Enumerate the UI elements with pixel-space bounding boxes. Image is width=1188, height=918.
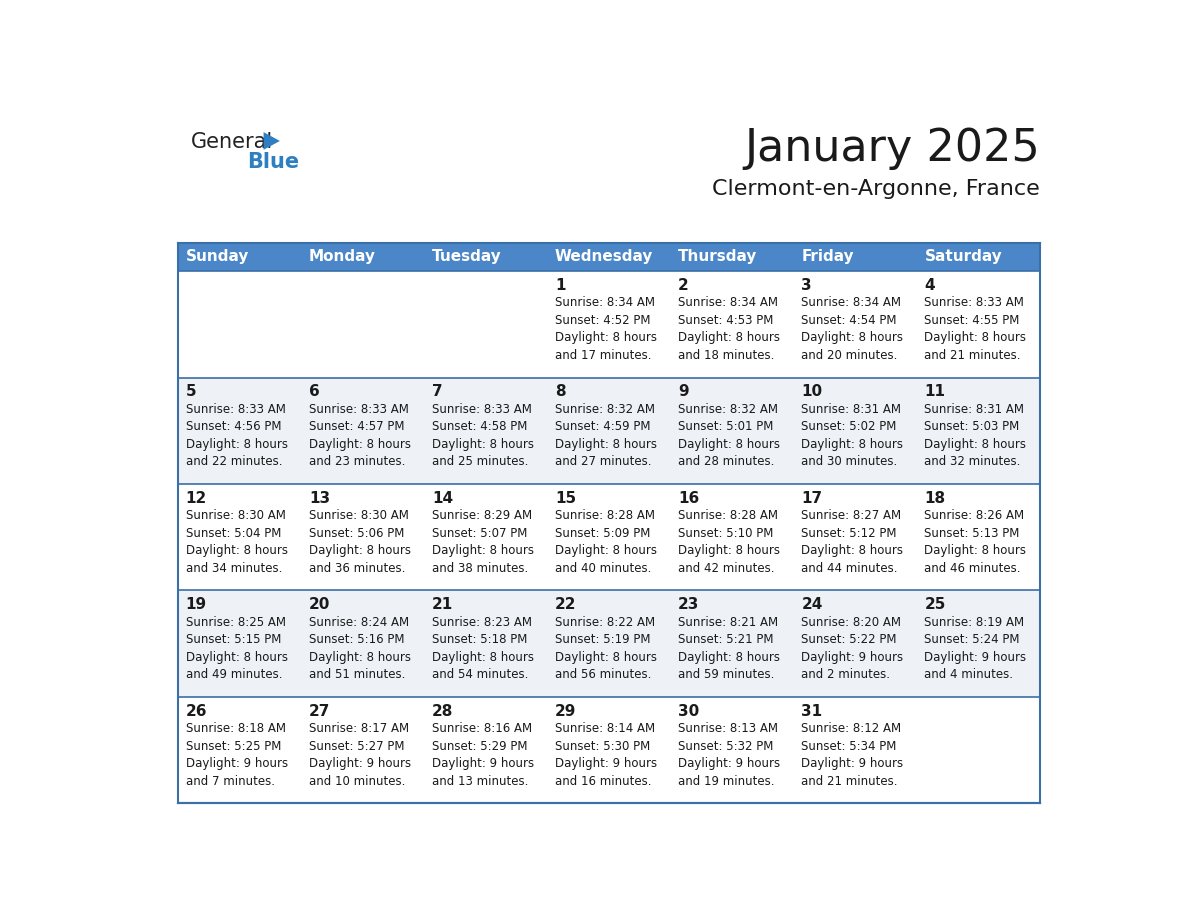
Text: Thursday: Thursday (678, 250, 758, 264)
Text: Sunrise: 8:24 AM
Sunset: 5:16 PM
Daylight: 8 hours
and 51 minutes.: Sunrise: 8:24 AM Sunset: 5:16 PM Dayligh… (309, 616, 411, 681)
Text: Sunrise: 8:25 AM
Sunset: 5:15 PM
Daylight: 8 hours
and 49 minutes.: Sunrise: 8:25 AM Sunset: 5:15 PM Dayligh… (185, 616, 287, 681)
Text: Sunrise: 8:33 AM
Sunset: 4:56 PM
Daylight: 8 hours
and 22 minutes.: Sunrise: 8:33 AM Sunset: 4:56 PM Dayligh… (185, 403, 287, 468)
Text: Sunrise: 8:13 AM
Sunset: 5:32 PM
Daylight: 9 hours
and 19 minutes.: Sunrise: 8:13 AM Sunset: 5:32 PM Dayligh… (678, 722, 781, 788)
Text: Sunrise: 8:33 AM
Sunset: 4:57 PM
Daylight: 8 hours
and 23 minutes.: Sunrise: 8:33 AM Sunset: 4:57 PM Dayligh… (309, 403, 411, 468)
Text: 5: 5 (185, 385, 196, 399)
Text: Sunrise: 8:28 AM
Sunset: 5:09 PM
Daylight: 8 hours
and 40 minutes.: Sunrise: 8:28 AM Sunset: 5:09 PM Dayligh… (555, 509, 657, 575)
Text: 18: 18 (924, 491, 946, 506)
Text: 10: 10 (801, 385, 822, 399)
Bar (178, 271, 1040, 377)
Text: 25: 25 (924, 598, 946, 612)
Bar (178, 697, 1040, 803)
Text: Sunrise: 8:21 AM
Sunset: 5:21 PM
Daylight: 8 hours
and 59 minutes.: Sunrise: 8:21 AM Sunset: 5:21 PM Dayligh… (678, 616, 781, 681)
Text: 29: 29 (555, 704, 576, 719)
Bar (178, 590, 1040, 697)
Text: Sunrise: 8:34 AM
Sunset: 4:52 PM
Daylight: 8 hours
and 17 minutes.: Sunrise: 8:34 AM Sunset: 4:52 PM Dayligh… (555, 297, 657, 362)
Text: Sunrise: 8:31 AM
Sunset: 5:02 PM
Daylight: 8 hours
and 30 minutes.: Sunrise: 8:31 AM Sunset: 5:02 PM Dayligh… (801, 403, 903, 468)
Text: 7: 7 (432, 385, 443, 399)
Text: 9: 9 (678, 385, 689, 399)
Text: Sunrise: 8:31 AM
Sunset: 5:03 PM
Daylight: 8 hours
and 32 minutes.: Sunrise: 8:31 AM Sunset: 5:03 PM Dayligh… (924, 403, 1026, 468)
Text: 31: 31 (801, 704, 822, 719)
Text: 24: 24 (801, 598, 822, 612)
Text: 3: 3 (801, 278, 811, 293)
Text: 4: 4 (924, 278, 935, 293)
Text: 15: 15 (555, 491, 576, 506)
Text: Sunrise: 8:12 AM
Sunset: 5:34 PM
Daylight: 9 hours
and 21 minutes.: Sunrise: 8:12 AM Sunset: 5:34 PM Dayligh… (801, 722, 903, 788)
Text: Sunrise: 8:34 AM
Sunset: 4:54 PM
Daylight: 8 hours
and 20 minutes.: Sunrise: 8:34 AM Sunset: 4:54 PM Dayligh… (801, 297, 903, 362)
Text: Sunrise: 8:28 AM
Sunset: 5:10 PM
Daylight: 8 hours
and 42 minutes.: Sunrise: 8:28 AM Sunset: 5:10 PM Dayligh… (678, 509, 781, 575)
Text: 11: 11 (924, 385, 946, 399)
Text: General: General (191, 131, 273, 151)
Text: Sunrise: 8:23 AM
Sunset: 5:18 PM
Daylight: 8 hours
and 54 minutes.: Sunrise: 8:23 AM Sunset: 5:18 PM Dayligh… (432, 616, 533, 681)
Text: 2: 2 (678, 278, 689, 293)
Text: 16: 16 (678, 491, 700, 506)
Text: Saturday: Saturday (924, 250, 1003, 264)
Text: 13: 13 (309, 491, 330, 506)
Text: 22: 22 (555, 598, 576, 612)
Text: Sunrise: 8:18 AM
Sunset: 5:25 PM
Daylight: 9 hours
and 7 minutes.: Sunrise: 8:18 AM Sunset: 5:25 PM Dayligh… (185, 722, 287, 788)
Text: 26: 26 (185, 704, 207, 719)
Text: Friday: Friday (801, 250, 854, 264)
Text: Sunday: Sunday (185, 250, 249, 264)
Text: 17: 17 (801, 491, 822, 506)
Text: 8: 8 (555, 385, 565, 399)
Text: Sunrise: 8:22 AM
Sunset: 5:19 PM
Daylight: 8 hours
and 56 minutes.: Sunrise: 8:22 AM Sunset: 5:19 PM Dayligh… (555, 616, 657, 681)
Text: Clermont-en-Argonne, France: Clermont-en-Argonne, France (712, 179, 1040, 199)
Text: Tuesday: Tuesday (432, 250, 501, 264)
Text: Sunrise: 8:30 AM
Sunset: 5:06 PM
Daylight: 8 hours
and 36 minutes.: Sunrise: 8:30 AM Sunset: 5:06 PM Dayligh… (309, 509, 411, 575)
Text: 14: 14 (432, 491, 453, 506)
Text: Sunrise: 8:29 AM
Sunset: 5:07 PM
Daylight: 8 hours
and 38 minutes.: Sunrise: 8:29 AM Sunset: 5:07 PM Dayligh… (432, 509, 533, 575)
Text: Wednesday: Wednesday (555, 250, 653, 264)
Text: Sunrise: 8:26 AM
Sunset: 5:13 PM
Daylight: 8 hours
and 46 minutes.: Sunrise: 8:26 AM Sunset: 5:13 PM Dayligh… (924, 509, 1026, 575)
Text: Sunrise: 8:16 AM
Sunset: 5:29 PM
Daylight: 9 hours
and 13 minutes.: Sunrise: 8:16 AM Sunset: 5:29 PM Dayligh… (432, 722, 535, 788)
Polygon shape (264, 132, 280, 150)
Text: January 2025: January 2025 (744, 127, 1040, 170)
Text: Sunrise: 8:32 AM
Sunset: 4:59 PM
Daylight: 8 hours
and 27 minutes.: Sunrise: 8:32 AM Sunset: 4:59 PM Dayligh… (555, 403, 657, 468)
Text: Sunrise: 8:30 AM
Sunset: 5:04 PM
Daylight: 8 hours
and 34 minutes.: Sunrise: 8:30 AM Sunset: 5:04 PM Dayligh… (185, 509, 287, 575)
Text: Sunrise: 8:34 AM
Sunset: 4:53 PM
Daylight: 8 hours
and 18 minutes.: Sunrise: 8:34 AM Sunset: 4:53 PM Dayligh… (678, 297, 781, 362)
Text: Blue: Blue (247, 151, 299, 172)
Text: 27: 27 (309, 704, 330, 719)
Text: Sunrise: 8:27 AM
Sunset: 5:12 PM
Daylight: 8 hours
and 44 minutes.: Sunrise: 8:27 AM Sunset: 5:12 PM Dayligh… (801, 509, 903, 575)
Text: 6: 6 (309, 385, 320, 399)
Text: 19: 19 (185, 598, 207, 612)
Text: 20: 20 (309, 598, 330, 612)
Text: Sunrise: 8:32 AM
Sunset: 5:01 PM
Daylight: 8 hours
and 28 minutes.: Sunrise: 8:32 AM Sunset: 5:01 PM Dayligh… (678, 403, 781, 468)
Bar (178, 377, 1040, 484)
Text: Sunrise: 8:17 AM
Sunset: 5:27 PM
Daylight: 9 hours
and 10 minutes.: Sunrise: 8:17 AM Sunset: 5:27 PM Dayligh… (309, 722, 411, 788)
Bar (178, 484, 1040, 590)
Text: 23: 23 (678, 598, 700, 612)
Text: 21: 21 (432, 598, 453, 612)
Text: Monday: Monday (309, 250, 375, 264)
Text: Sunrise: 8:20 AM
Sunset: 5:22 PM
Daylight: 9 hours
and 2 minutes.: Sunrise: 8:20 AM Sunset: 5:22 PM Dayligh… (801, 616, 903, 681)
Text: 1: 1 (555, 278, 565, 293)
Text: 30: 30 (678, 704, 700, 719)
Text: Sunrise: 8:33 AM
Sunset: 4:58 PM
Daylight: 8 hours
and 25 minutes.: Sunrise: 8:33 AM Sunset: 4:58 PM Dayligh… (432, 403, 533, 468)
Text: 28: 28 (432, 704, 454, 719)
Text: Sunrise: 8:19 AM
Sunset: 5:24 PM
Daylight: 9 hours
and 4 minutes.: Sunrise: 8:19 AM Sunset: 5:24 PM Dayligh… (924, 616, 1026, 681)
Text: Sunrise: 8:14 AM
Sunset: 5:30 PM
Daylight: 9 hours
and 16 minutes.: Sunrise: 8:14 AM Sunset: 5:30 PM Dayligh… (555, 722, 657, 788)
Bar (178, 242, 1040, 271)
Text: 12: 12 (185, 491, 207, 506)
Text: Sunrise: 8:33 AM
Sunset: 4:55 PM
Daylight: 8 hours
and 21 minutes.: Sunrise: 8:33 AM Sunset: 4:55 PM Dayligh… (924, 297, 1026, 362)
